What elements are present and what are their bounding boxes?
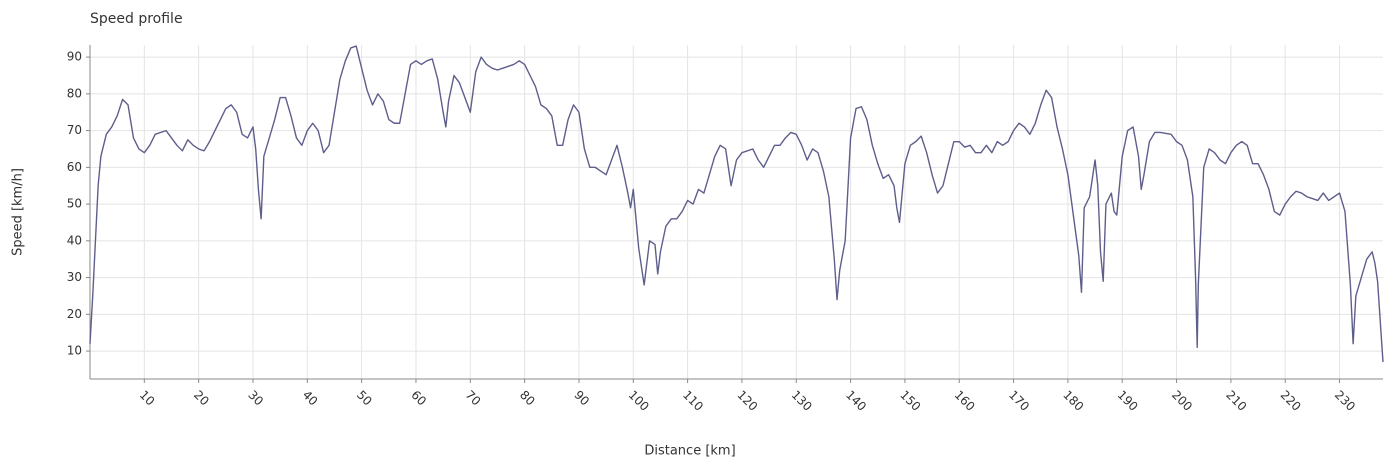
y-tick-label: 20 — [67, 307, 82, 321]
x-tick-label: 100 — [626, 388, 652, 414]
x-tick-label: 220 — [1278, 388, 1304, 414]
x-tick-label: 80 — [517, 388, 538, 409]
x-tick-label: 10 — [137, 388, 158, 409]
x-tick-label: 150 — [897, 388, 923, 414]
x-tick-label: 120 — [734, 388, 760, 414]
y-tick-label: 60 — [67, 160, 82, 174]
speed-line — [89, 45, 1384, 363]
y-tick-label: 40 — [67, 233, 82, 247]
x-tick-label: 70 — [463, 388, 484, 409]
y-tick-label: 10 — [67, 344, 82, 358]
x-tick-label: 190 — [1115, 388, 1141, 414]
x-tick-label: 210 — [1223, 388, 1249, 414]
x-tick-label: 180 — [1060, 388, 1086, 414]
x-tick-label: 30 — [245, 388, 266, 409]
x-tick-label: 50 — [354, 388, 375, 409]
chart-title: Speed profile — [90, 11, 183, 27]
x-tick-label: 60 — [408, 388, 429, 409]
x-tick-label: 130 — [789, 388, 815, 414]
x-axis-label: Distance [km] — [644, 444, 735, 459]
x-tick-label: 140 — [843, 388, 869, 414]
x-tick-label: 90 — [571, 388, 592, 409]
x-tick-label: 170 — [1006, 388, 1032, 414]
y-tick-label: 50 — [67, 197, 82, 211]
x-tick-label: 230 — [1332, 388, 1358, 414]
x-tick-label: 20 — [191, 388, 212, 409]
y-tick-label: 70 — [67, 123, 82, 137]
x-tick-label: 200 — [1169, 388, 1195, 414]
x-tick-label: 40 — [300, 388, 321, 409]
y-tick-label: 30 — [67, 270, 82, 284]
y-axis-label: Speed [km/h] — [11, 168, 26, 256]
x-tick-label: 110 — [680, 388, 706, 414]
x-tick-label: 160 — [952, 388, 978, 414]
y-tick-label: 90 — [67, 50, 82, 64]
y-tick-label: 80 — [67, 86, 82, 100]
